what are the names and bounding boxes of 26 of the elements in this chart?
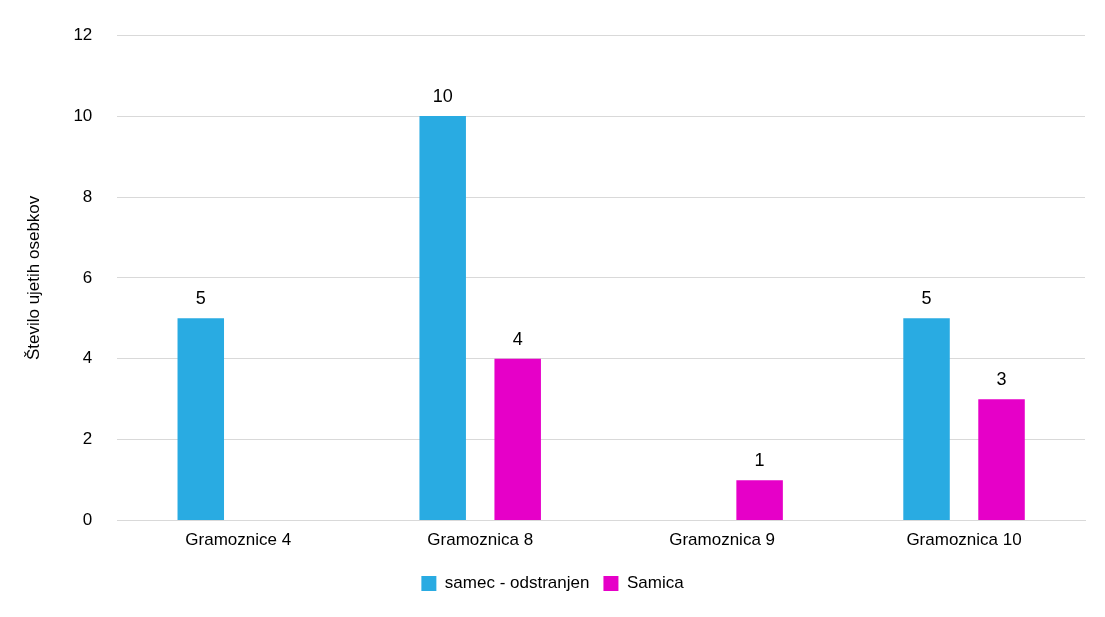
y-tick-label: 12: [73, 24, 93, 44]
data-label: 4: [512, 328, 523, 349]
y-tick-label: 6: [82, 267, 93, 287]
x-tick-label: Gramoznice 4: [185, 530, 292, 550]
legend-label: Samica: [626, 573, 685, 593]
bar: [419, 116, 466, 521]
data-label: 10: [432, 86, 453, 107]
legend-label: samec - odstranjen: [444, 573, 590, 593]
y-tick-label: 10: [73, 105, 93, 125]
x-tick-label: Gramoznica 10: [906, 530, 1022, 550]
y-tick-label: 4: [82, 348, 93, 368]
bar: [177, 318, 225, 521]
bar: [736, 480, 783, 521]
y-tick-label: 2: [82, 429, 93, 449]
bar: [494, 358, 541, 521]
data-label: 5: [195, 288, 206, 309]
x-tick-label: Gramoznica 8: [427, 530, 534, 550]
y-tick-label: 8: [82, 186, 93, 206]
x-tick-label: Gramoznica 9: [669, 530, 776, 550]
data-label: 3: [996, 369, 1007, 390]
bar: [903, 318, 950, 521]
data-label: 5: [921, 288, 932, 309]
bar: [978, 399, 1025, 521]
y-tick-label: 0: [82, 510, 93, 530]
data-label: 1: [754, 450, 765, 471]
y-axis-title: Število ujetih osebkov: [23, 195, 43, 361]
